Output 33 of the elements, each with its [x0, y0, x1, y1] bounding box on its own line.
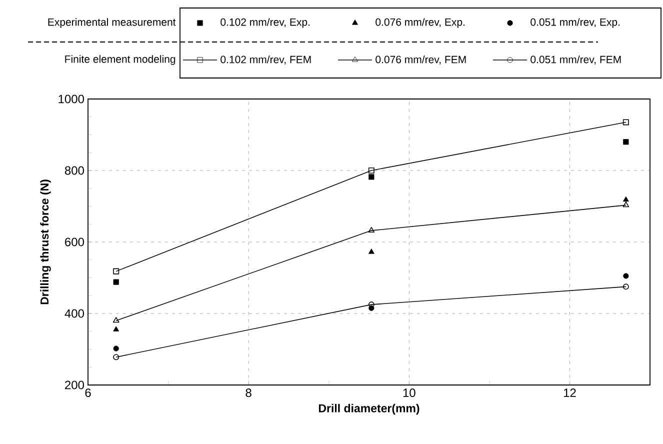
point — [368, 174, 374, 180]
y-axis-title: Drilling thrust force (N) — [40, 180, 51, 304]
point — [368, 167, 374, 174]
legend-label: 0.076 mm/rev, FEM — [376, 56, 466, 64]
y-tick-label: 800 — [64, 166, 84, 175]
x-axis-title: Drill diameter(mm) — [318, 404, 420, 415]
y-tick-label: 600 — [65, 238, 84, 246]
legend-label: 0.051 mm/rev, Exp. — [530, 18, 620, 28]
text: Experimental measurement — [48, 18, 176, 28]
point — [622, 202, 630, 208]
y-tick-label: 400 — [64, 309, 84, 318]
point — [368, 248, 374, 254]
point — [623, 139, 629, 145]
x-tick-label: 6 — [85, 388, 91, 398]
x-tick-label: 10 — [403, 388, 416, 398]
point — [113, 346, 119, 352]
legend-label: 0.051 mm/rev, FEM — [530, 56, 621, 64]
point — [112, 317, 120, 323]
point — [622, 119, 629, 126]
y-tick-label: 1000 — [58, 94, 84, 104]
x-tick-label: 8 — [246, 388, 252, 398]
legend-label: 0.102 mm/rev, Exp. — [220, 18, 310, 28]
point — [113, 279, 119, 285]
point — [113, 268, 120, 274]
x-tick-label: 12 — [564, 388, 576, 397]
point — [113, 326, 120, 332]
legend-label: 0.076 mm/rev, Exp. — [376, 18, 464, 28]
point — [368, 226, 375, 233]
point — [623, 273, 629, 279]
legend-label: 0.102 mm/rev, FEM — [220, 56, 311, 64]
y-tick-label: 200 — [65, 380, 84, 390]
point — [622, 196, 629, 202]
text: Finite element modeling — [65, 55, 176, 65]
